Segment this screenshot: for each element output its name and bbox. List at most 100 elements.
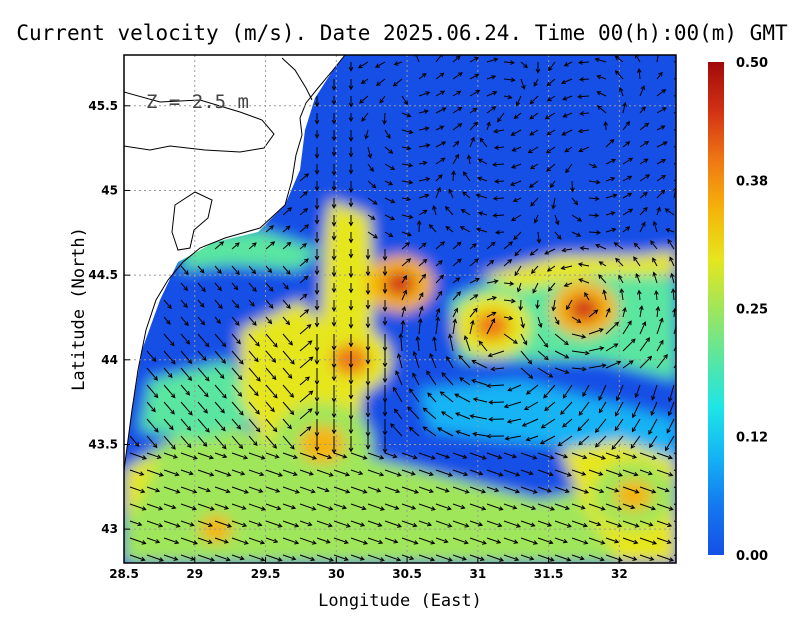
velocity-arrow-head [327,522,333,528]
velocity-arrow-head [365,323,371,329]
x-tick-label: 30.5 [392,567,422,581]
velocity-arrow-head [151,357,157,362]
velocity-arrow-head [382,448,388,454]
velocity-arrow [265,299,274,309]
velocity-arrow-head [529,164,535,170]
velocity-arrow [248,435,258,446]
velocity-arrow [571,486,589,494]
velocity-arrow [299,293,307,301]
velocity-arrow [423,426,437,437]
velocity-arrow [668,401,675,416]
velocity-arrow-head [172,454,178,459]
velocity-arrow-head [443,538,449,544]
velocity-arrow [667,239,675,250]
velocity-arrow [180,384,190,396]
velocity-arrow [656,486,669,492]
velocity-arrow [333,469,350,476]
velocity-arrow [180,469,193,475]
velocity-arrow [180,265,189,275]
velocity-arrow-head [395,370,400,376]
velocity-arrow [384,554,401,561]
velocity-arrow [197,282,206,292]
velocity-arrow-head [314,411,320,417]
velocity-arrow-head [412,522,418,528]
velocity-arrow [615,258,624,267]
velocity-arrow-head [223,539,229,544]
velocity-arrow-head [277,523,283,528]
velocity-arrow [537,350,549,361]
velocity-arrow [673,363,676,369]
velocity-arrow-head [277,557,283,562]
velocity-arrow-head [382,307,388,312]
velocity-arrow-head [473,307,478,313]
velocity-arrow-head [243,455,249,460]
velocity-arrow-head [205,487,211,493]
velocity-arrow-head [551,306,557,312]
velocity-arrow [656,354,668,369]
velocity-arrow [491,367,505,370]
velocity-arrow [350,452,367,459]
velocity-arrow [418,91,430,97]
y-tick-label: 43.5 [88,437,118,451]
velocity-arrow [512,146,522,152]
velocity-arrow-head [658,71,663,77]
velocity-arrow [552,197,556,209]
velocity-arrow-head [396,523,402,528]
velocity-arrow [560,401,573,415]
velocity-arrow [401,112,411,117]
velocity-arrow-head [464,523,470,528]
velocity-arrow [231,384,242,397]
velocity-arrow-head [382,411,388,417]
velocity-arrow-head [254,391,259,397]
velocity-arrow [571,503,585,509]
velocity-arrow [129,537,146,544]
velocity-arrow [554,486,570,493]
velocity-arrow [440,391,454,403]
velocity-arrow-head [525,390,531,395]
velocity-arrow-head [522,340,528,346]
velocity-arrow-head [509,281,515,286]
velocity-arrow [418,554,435,561]
velocity-arrow [146,452,161,459]
velocity-arrow [265,282,274,292]
velocity-arrow-head [474,258,479,263]
velocity-arrow-head [394,505,400,510]
velocity-arrow [656,520,672,527]
velocity-arrow-head [510,60,515,65]
velocity-arrow [496,231,505,234]
velocity-arrow [550,180,556,188]
velocity-arrow [333,537,349,544]
velocity-arrow [435,308,440,318]
velocity-arrow-head [488,400,494,405]
velocity-arrow [469,452,487,460]
velocity-arrow [671,273,675,284]
velocity-arrow-head [578,147,584,153]
velocity-arrow [468,155,471,165]
velocity-arrow-head [393,408,399,414]
velocity-arrow-head [331,376,337,382]
velocity-arrow-head [218,304,223,310]
velocity-arrow-head [382,378,388,383]
velocity-arrow [656,125,665,131]
velocity-arrow-head [595,179,601,185]
velocity-arrow-head [596,521,602,527]
velocity-arrow [561,78,573,84]
velocity-arrow-head [561,247,567,253]
velocity-arrow [565,163,573,173]
velocity-arrow [299,224,309,233]
velocity-arrow-head [633,471,639,477]
x-tick-label: 31 [469,567,486,581]
velocity-arrow-head [260,557,266,562]
velocity-arrow [605,212,615,216]
velocity-arrow [146,435,158,448]
velocity-arrow-head [435,316,441,322]
velocity-arrow [588,214,599,217]
velocity-arrow-head [217,286,222,292]
velocity-arrow-head [155,487,161,493]
velocity-arrow [622,537,638,544]
velocity-arrow-head [170,409,175,415]
velocity-arrow [579,146,590,152]
velocity-arrow-head [254,357,259,363]
velocity-arrow-head [669,256,674,262]
